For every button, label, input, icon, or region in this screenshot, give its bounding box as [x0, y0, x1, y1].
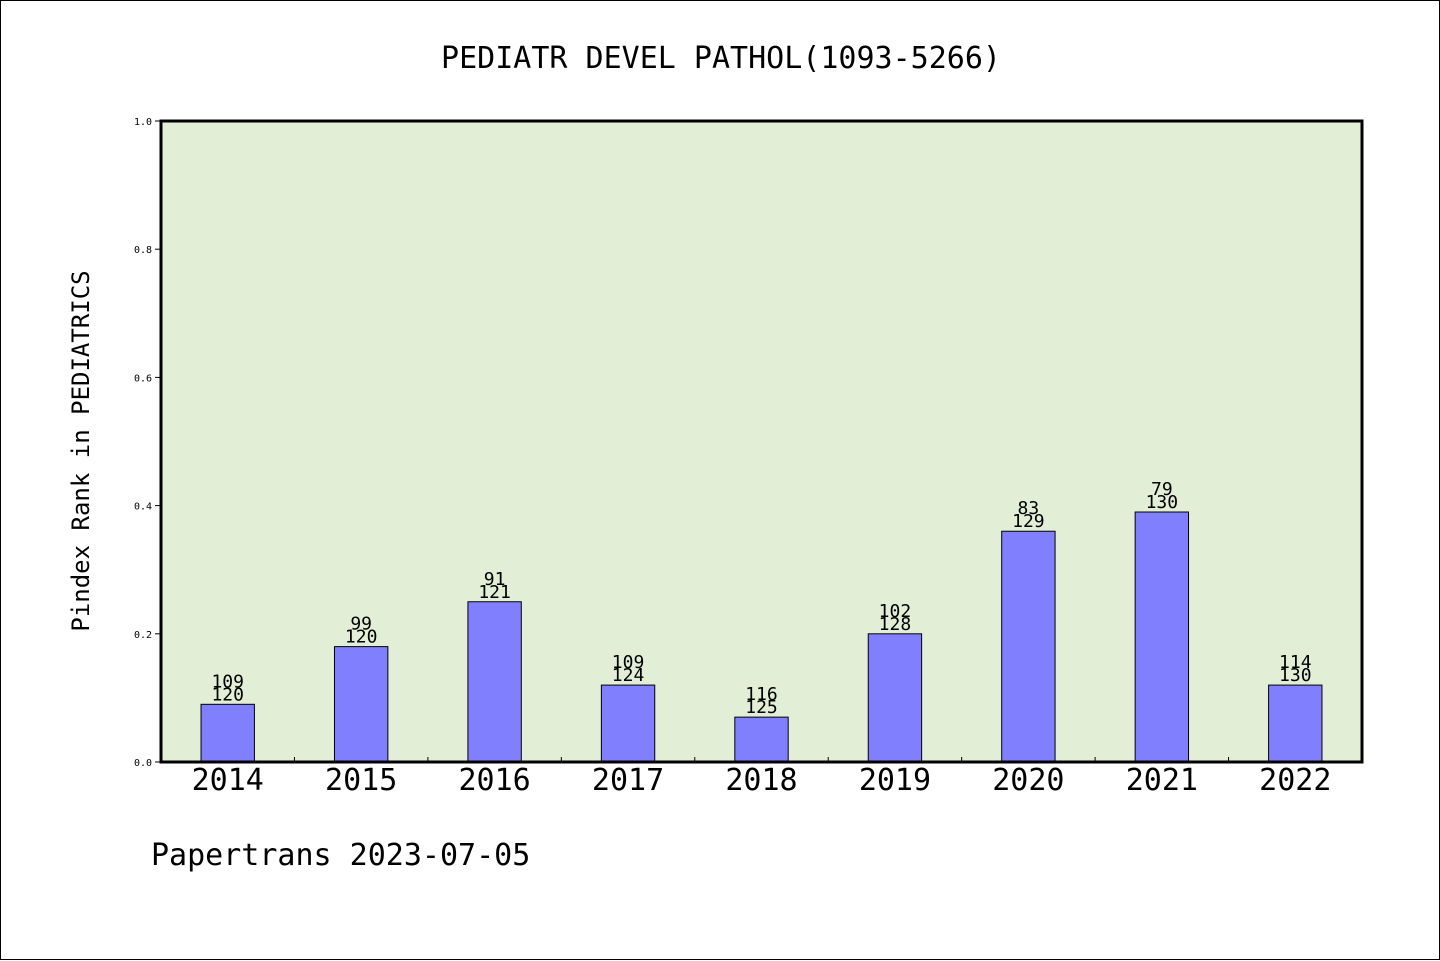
bar-2019	[867, 633, 923, 763]
total-label-2016: 121	[478, 582, 511, 603]
rank-label-2022: 114	[1279, 652, 1312, 673]
total-label-2021: 130	[1146, 492, 1179, 513]
rank-label-2019: 102	[879, 601, 912, 622]
bar-2022	[1268, 684, 1323, 763]
rank-label-2020: 83	[1018, 498, 1040, 519]
total-label-2020: 129	[1012, 511, 1045, 532]
x-tick-label-2020: 2020	[992, 763, 1064, 798]
chart-title: PEDIATR DEVEL PATHOL(1093-5266)	[441, 41, 1001, 76]
rank-label-2016: 91	[484, 569, 506, 590]
bar-2021	[1134, 511, 1190, 763]
x-tick-label-2021: 2021	[1126, 763, 1198, 798]
x-axis: 2014 2015 2016 2017 2018 2019 2020 2021 2022	[192, 757, 1331, 798]
bars-group	[200, 511, 1323, 763]
rank-label-2015: 99	[350, 614, 372, 635]
x-tick-label-2019: 2019	[859, 763, 931, 798]
bar-2017	[600, 684, 656, 763]
total-label-2014: 120	[211, 684, 244, 705]
total-label-2022: 130	[1279, 665, 1312, 686]
data-labels-group: 1091209912091121109124116125102128831297…	[211, 479, 1311, 718]
total-label-2019: 128	[879, 614, 912, 635]
bar-2016	[467, 601, 522, 763]
rank-label-2014: 109	[211, 671, 244, 692]
footer-text: Papertrans 2023-07-05	[151, 838, 530, 873]
total-label-2015: 120	[345, 627, 378, 648]
bar-2018	[734, 716, 789, 763]
y-tick-label-0.0: 0.0	[134, 758, 152, 769]
x-tick-label-2015: 2015	[325, 763, 397, 798]
x-tick-label-2014: 2014	[192, 763, 264, 798]
plot-border	[159, 119, 1364, 764]
bar-2014	[200, 703, 255, 763]
y-tick-label-0.8: 0.8	[134, 245, 152, 256]
y-axis-label: Pindex Rank in PEDIATRICS	[67, 270, 95, 631]
x-tick-label-2018: 2018	[725, 763, 797, 798]
y-axis: 0.0 0.2 0.4 0.6 0.8 1.0	[134, 117, 161, 769]
bar-2020	[1001, 530, 1056, 763]
x-tick-label-2017: 2017	[592, 763, 664, 798]
x-tick-label-2016: 2016	[458, 763, 530, 798]
total-label-2018: 125	[745, 697, 778, 718]
rank-label-2021: 79	[1151, 479, 1173, 500]
y-tick-label-1.0: 1.0	[134, 117, 152, 128]
x-tick-label-2022: 2022	[1259, 763, 1331, 798]
y-tick-label-0.2: 0.2	[134, 630, 152, 641]
y-tick-label-0.6: 0.6	[134, 373, 152, 384]
y-tick-label-0.4: 0.4	[134, 502, 152, 513]
rank-label-2018: 116	[745, 684, 778, 705]
rank-label-2017: 109	[612, 652, 645, 673]
total-label-2017: 124	[612, 665, 645, 686]
bar-2015	[333, 646, 389, 763]
